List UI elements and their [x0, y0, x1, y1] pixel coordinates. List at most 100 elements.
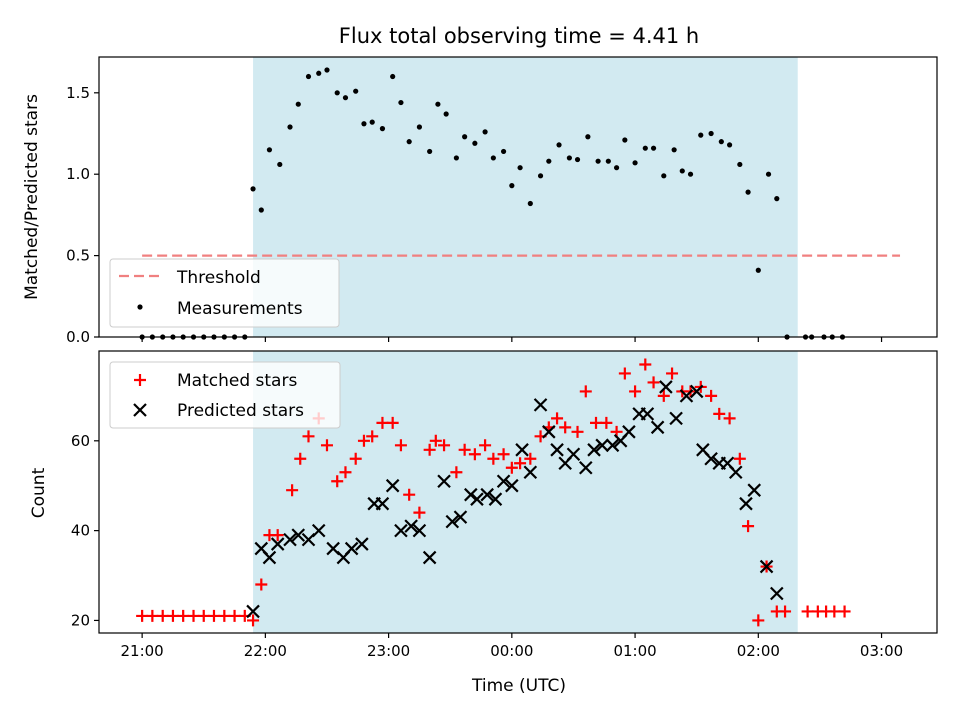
matched-legend-swatch — [134, 374, 146, 386]
matched-star-point — [801, 605, 814, 618]
measurement-point — [737, 161, 743, 168]
x-tick-label: 00:00 — [490, 642, 533, 660]
measurement-point — [708, 130, 714, 137]
measurement-point — [585, 134, 591, 140]
matched-star-point — [647, 376, 660, 389]
measurement-point — [462, 134, 468, 140]
measurement-point — [453, 155, 459, 161]
ratio-legend: Threshold Measurements — [109, 258, 340, 328]
predicted-star-point — [595, 438, 609, 453]
matched-star-point — [487, 452, 500, 465]
predicted-star-point — [412, 523, 427, 538]
y-tick-label: 40 — [71, 522, 90, 540]
x-tick-label: 03:00 — [860, 642, 903, 660]
predicted-star-point — [385, 478, 400, 493]
measurement-point — [527, 200, 533, 207]
measurement-point — [566, 155, 572, 161]
matched-star-point — [357, 434, 370, 447]
count-legend-box — [109, 361, 341, 429]
predicted-star-point — [404, 519, 418, 533]
matched-star-point — [166, 609, 179, 622]
matched-star-point — [207, 609, 220, 622]
threshold-legend-label: Threshold — [176, 268, 261, 288]
measurement-point — [250, 186, 256, 192]
predicted-star-point — [375, 496, 390, 511]
ratio-panel-frame — [98, 56, 938, 338]
measurement-point — [472, 140, 478, 146]
measurement-point — [755, 267, 761, 273]
matched-star-point — [571, 425, 584, 438]
x-tick-label: 01:00 — [613, 642, 656, 660]
measurement-point — [605, 158, 611, 164]
measurement-point — [435, 101, 441, 107]
matched-star-point — [366, 430, 379, 443]
matched-star-point — [413, 506, 426, 519]
ratio-panel: 0.0 0.5 1.0 1.5 Matched/Predicted stars Thr… — [22, 56, 938, 346]
measurement-point — [361, 121, 367, 127]
predicted-star-point — [704, 451, 718, 466]
matched-star-point — [639, 358, 652, 371]
predicted-star-point — [344, 541, 359, 556]
measurement-point — [546, 158, 552, 164]
predicted-star-point — [394, 523, 408, 538]
matched-star-point — [505, 461, 518, 474]
matched-star-point — [458, 443, 471, 456]
matched-star-point — [187, 609, 200, 622]
matched-star-point — [657, 389, 670, 402]
measurement-point — [726, 142, 733, 148]
measurement-point — [334, 90, 340, 96]
matched-star-point — [479, 439, 492, 452]
matched-legend-label: Matched stars — [177, 371, 297, 391]
count-y-axis-label: Count — [29, 467, 49, 518]
matched-star-point — [450, 466, 463, 479]
predicted-star-point — [605, 438, 620, 453]
measurement-point — [398, 99, 404, 106]
y-tick-label: 0.5 — [66, 247, 90, 265]
measurement-point — [316, 70, 322, 76]
matched-star-point — [228, 609, 241, 622]
measurement-point — [379, 126, 386, 132]
matched-star-point — [294, 452, 307, 465]
measurement-point — [537, 173, 544, 179]
predicted-star-point — [355, 537, 369, 551]
ratio-axis-ticks: 0.0 0.5 1.0 1.5 — [66, 84, 883, 346]
predicted-star-point — [566, 447, 581, 462]
predicted-star-point — [291, 528, 306, 542]
predicted-star-point — [515, 443, 529, 457]
measurement-point — [642, 145, 648, 151]
ratio-y-axis-label: Matched/Predicted stars — [22, 94, 42, 300]
predicted-star-point — [480, 487, 494, 502]
matched-star-point — [255, 578, 268, 591]
count-axis-ticks: 21:00 22:00 23:00 00:00 01:00 02:00 03:00 20 40 6… — [71, 432, 903, 660]
matched-star-point — [600, 416, 613, 429]
measurement-point — [369, 119, 375, 125]
predicted-star-point — [523, 465, 538, 480]
predicted-legend-swatch — [133, 403, 147, 417]
measurement-point — [679, 168, 685, 174]
measurement-point — [765, 171, 772, 177]
measurement-point — [556, 142, 562, 148]
measurement-point — [277, 161, 283, 168]
predicted-star-point — [759, 559, 774, 574]
matched-star-point — [386, 416, 399, 429]
matched-star-point — [838, 605, 851, 618]
matched-star-point — [271, 529, 284, 542]
measurements-series — [139, 67, 846, 340]
matched-star-point — [403, 488, 416, 501]
matched-star-point — [247, 614, 260, 627]
predicted-star-point — [422, 550, 437, 565]
predicted-star-point — [488, 492, 503, 506]
matched-star-point — [590, 416, 603, 429]
matched-star-point — [733, 452, 746, 465]
matched-star-point — [551, 412, 564, 425]
measurement-point — [295, 101, 301, 107]
measurement-point — [574, 156, 581, 163]
measurement-point — [622, 137, 628, 143]
measurement-point — [687, 171, 694, 177]
y-tick-label: 60 — [71, 432, 90, 450]
matched-star-point — [320, 439, 333, 452]
predicted-star-point — [542, 425, 556, 439]
predicted-star-point — [679, 389, 694, 403]
matched-star-point — [156, 609, 169, 622]
matched-star-point — [666, 367, 679, 380]
